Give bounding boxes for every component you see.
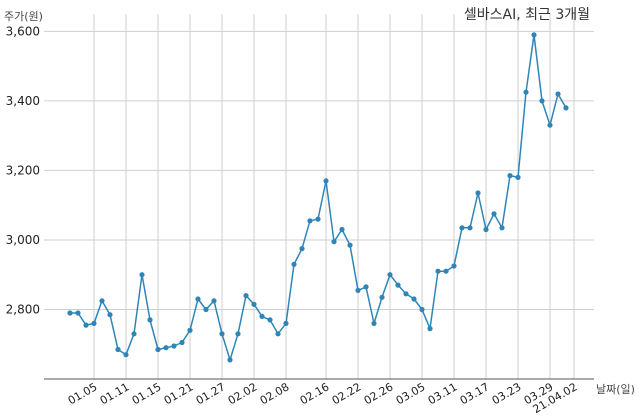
x-tick-label: 03.23 [490, 380, 524, 407]
data-point [363, 284, 369, 290]
x-tick-label: 01.11 [98, 380, 132, 407]
data-point [347, 242, 353, 248]
data-point [427, 326, 433, 332]
x-tick-label: 02.26 [362, 380, 396, 407]
data-point [507, 173, 513, 179]
x-tick-label: 02.22 [330, 380, 364, 407]
data-point [411, 296, 417, 302]
data-point [323, 178, 329, 184]
data-point [371, 320, 377, 326]
x-tick-label: 03.11 [426, 380, 460, 407]
y-tick-label: 2,800 [6, 302, 40, 316]
chart-title: 셀바스AI, 최근 3개월 [464, 7, 590, 23]
data-point [67, 310, 73, 316]
data-point [83, 322, 89, 328]
data-point [451, 263, 457, 269]
data-point [139, 272, 145, 278]
data-point [419, 306, 425, 313]
grid-layer [44, 14, 594, 379]
data-point [171, 343, 177, 349]
x-tick-label: 01.21 [162, 380, 196, 407]
data-point [355, 287, 361, 293]
data-point [299, 246, 305, 252]
data-point [195, 296, 201, 302]
x-tick-label: 02.08 [258, 380, 292, 407]
y-tick-label: 3,400 [6, 94, 40, 108]
x-axis-label: 날짜(일) [596, 382, 635, 396]
data-point [475, 190, 481, 196]
data-point [523, 89, 529, 95]
x-tick-label: 01.15 [130, 380, 164, 407]
data-point [99, 298, 105, 304]
data-point [235, 331, 241, 337]
x-tick-label: 02.16 [298, 380, 332, 407]
data-point [267, 317, 273, 323]
data-point [291, 261, 297, 267]
x-tick-label: 02.02 [226, 380, 260, 407]
data-point [283, 320, 289, 326]
data-point [395, 282, 401, 288]
data-point [467, 225, 473, 231]
data-point [131, 331, 137, 337]
data-point [483, 226, 489, 233]
data-point [259, 313, 265, 319]
data-point [187, 327, 193, 333]
data-point [243, 293, 249, 299]
data-point [307, 218, 313, 224]
y-tick-label: 3,600 [6, 24, 40, 38]
data-point [179, 339, 185, 346]
data-point [75, 310, 81, 316]
data-point [275, 331, 281, 337]
label-layer: 셀바스AI, 최근 3개월 주가(원) 날짜(일) [4, 7, 635, 396]
data-point [459, 225, 465, 231]
data-point [91, 320, 97, 326]
data-point [251, 301, 257, 307]
data-point [547, 122, 553, 128]
data-point [387, 272, 393, 278]
data-point [563, 105, 569, 111]
data-point [203, 306, 209, 313]
y-tick-label: 3,000 [6, 233, 40, 247]
x-tick-label: 01.27 [194, 380, 228, 407]
data-point [539, 98, 545, 104]
data-point [331, 239, 337, 245]
y-tick-label: 3,200 [6, 163, 40, 177]
data-point [515, 174, 521, 180]
data-point [491, 211, 497, 217]
data-point [531, 32, 537, 38]
x-tick-label: 03.17 [458, 380, 492, 407]
data-point [379, 294, 385, 300]
x-tick-label: 03.05 [394, 380, 428, 407]
series-layer [67, 32, 569, 363]
data-point [315, 216, 321, 222]
x-tick-label: 01.05 [66, 380, 100, 407]
data-point [227, 357, 233, 363]
data-point [435, 268, 441, 274]
data-point [155, 346, 161, 353]
data-point [211, 298, 217, 304]
data-point [555, 91, 561, 97]
data-point [443, 268, 449, 274]
data-point [163, 345, 169, 351]
data-point [115, 346, 121, 353]
data-point [499, 225, 505, 231]
data-point [339, 226, 345, 233]
data-point [107, 312, 113, 318]
series-line [70, 34, 567, 361]
y-axis-label: 주가(원) [4, 10, 43, 23]
data-point [219, 331, 225, 337]
data-point [123, 352, 129, 358]
data-point [403, 291, 409, 297]
data-point [147, 317, 153, 323]
